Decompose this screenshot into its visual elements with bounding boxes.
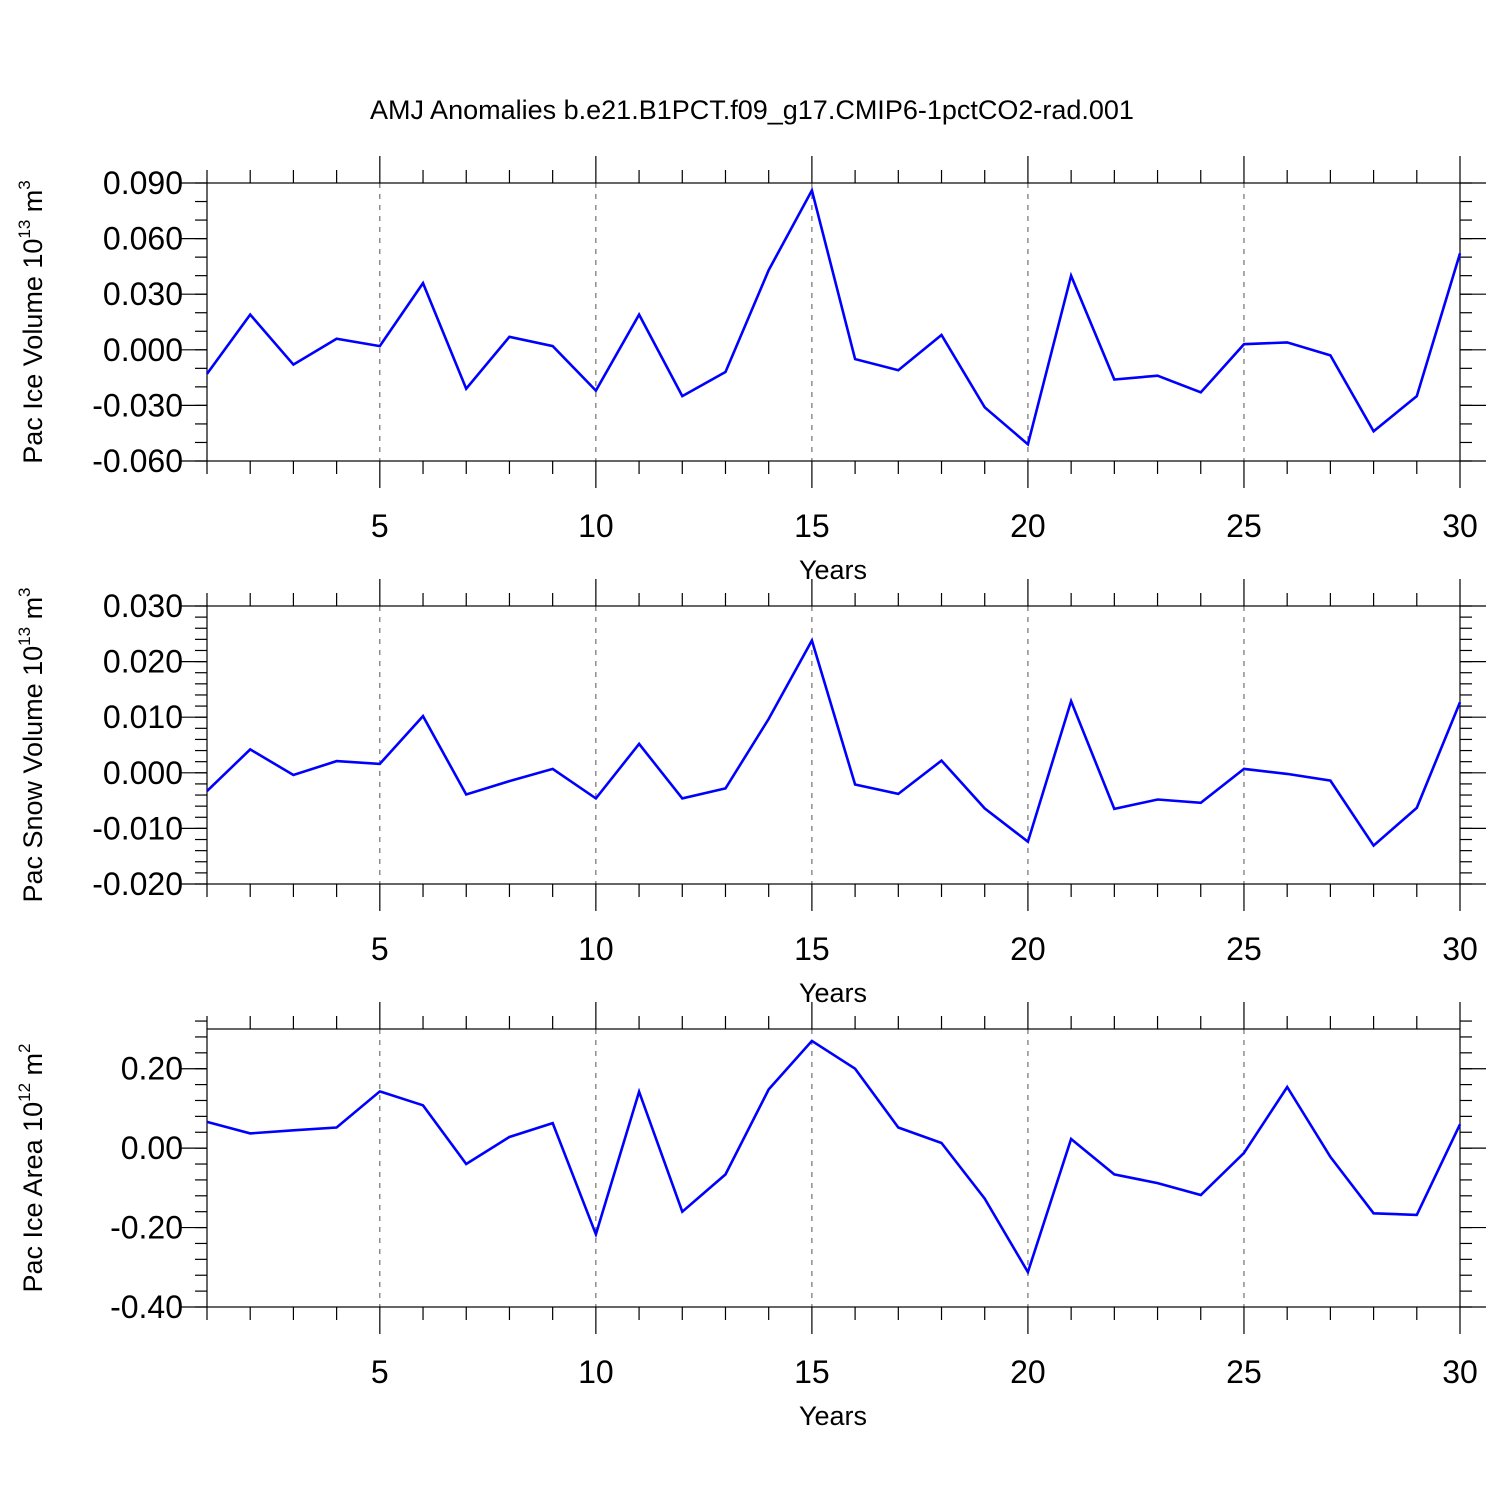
panel-3: -0.40 -0.20 0.00 0.20 5 10 15 20 25 30 Years Pac Ic… xyxy=(15,1002,1486,1431)
y-tick-label: 0.020 xyxy=(103,644,183,680)
y-tick-label: 0.00 xyxy=(121,1130,183,1166)
y-tick-label: 0.000 xyxy=(103,755,183,791)
plot-frame xyxy=(206,182,1461,462)
y-axis-label-unit: m xyxy=(18,1053,48,1083)
y-axis-label-sup: 12 xyxy=(15,1083,34,1102)
x-tick-label: 30 xyxy=(1442,1354,1478,1390)
chart-title: AMJ Anomalies b.e21.B1PCT.f09_g17.CMIP6-… xyxy=(370,95,1134,125)
y-axis-label-sup: 13 xyxy=(15,627,34,646)
x-tick-label: 5 xyxy=(371,931,389,967)
x-tick-label: 10 xyxy=(578,1354,614,1390)
series-line xyxy=(205,186,1462,447)
x-tick-label: 30 xyxy=(1442,508,1478,544)
y-axis-label-unit-sup: 3 xyxy=(15,180,34,189)
y-tick-label: -0.010 xyxy=(92,810,183,846)
y-axis-label-unit: m xyxy=(18,190,48,220)
x-axis-label: Years xyxy=(799,555,867,585)
x-tick-label: 20 xyxy=(1010,508,1046,544)
plot-frame xyxy=(206,605,1461,885)
x-tick-label: 15 xyxy=(794,1354,830,1390)
x-tick-label: 10 xyxy=(578,508,614,544)
x-tick-label: 15 xyxy=(794,931,830,967)
y-tick-label: 0.030 xyxy=(103,588,183,624)
x-tick-label: 25 xyxy=(1226,1354,1262,1390)
x-tick-label: 20 xyxy=(1010,931,1046,967)
y-axis-label: Pac Ice Area 1012 m2 xyxy=(15,1043,48,1292)
x-tick-label: 30 xyxy=(1442,931,1478,967)
y-tick-label: -0.40 xyxy=(110,1289,183,1325)
x-axis-label: Years xyxy=(799,1401,867,1431)
y-axis-label-sup: 13 xyxy=(15,220,34,239)
panels: -0.060 -0.030 0.000 0.030 0.060 0.090 5 10 15 20 2… xyxy=(15,156,1486,1431)
y-tick-label: 0.030 xyxy=(103,276,183,312)
y-axis-label: Pac Snow Volume 1013 m3 xyxy=(15,587,48,902)
y-axis-label-base: Pac Ice Area 10 xyxy=(18,1102,48,1293)
plot-frame xyxy=(206,1028,1461,1308)
x-tick-label: 25 xyxy=(1226,508,1262,544)
series-line xyxy=(206,637,1462,848)
y-axis-label-unit: m xyxy=(18,597,48,627)
y-tick-label: -0.060 xyxy=(92,443,183,479)
x-tick-label: 25 xyxy=(1226,931,1262,967)
y-tick-label: 0.000 xyxy=(103,332,183,368)
y-axis-label-base: Pac Snow Volume 10 xyxy=(18,646,48,903)
y-tick-label: 0.010 xyxy=(103,699,183,735)
y-tick-label: 0.090 xyxy=(103,165,183,201)
y-axis-label-unit-sup: 2 xyxy=(15,1043,34,1052)
y-tick-label: -0.20 xyxy=(110,1210,183,1246)
y-tick-label: -0.020 xyxy=(92,866,183,902)
panel-1: -0.060 -0.030 0.000 0.030 0.060 0.090 5 10 15 20 2… xyxy=(15,156,1486,585)
x-tick-label: 20 xyxy=(1010,1354,1046,1390)
x-axis-label: Years xyxy=(799,978,867,1008)
y-axis-label: Pac Ice Volume 1013 m3 xyxy=(15,180,48,464)
x-tick-label: 5 xyxy=(371,1354,389,1390)
y-tick-label: 0.060 xyxy=(103,221,183,257)
y-tick-label: 0.20 xyxy=(121,1051,183,1087)
series-line xyxy=(206,1039,1462,1276)
panel-2: -0.020 -0.010 0.000 0.010 0.020 0.030 5 10 15 20 2… xyxy=(15,579,1486,1008)
x-tick-label: 10 xyxy=(578,931,614,967)
y-axis-label-unit-sup: 3 xyxy=(15,587,34,596)
x-tick-label: 5 xyxy=(371,508,389,544)
x-tick-label: 15 xyxy=(794,508,830,544)
y-axis-label-base: Pac Ice Volume 10 xyxy=(18,239,48,464)
y-tick-label: -0.030 xyxy=(92,387,183,423)
